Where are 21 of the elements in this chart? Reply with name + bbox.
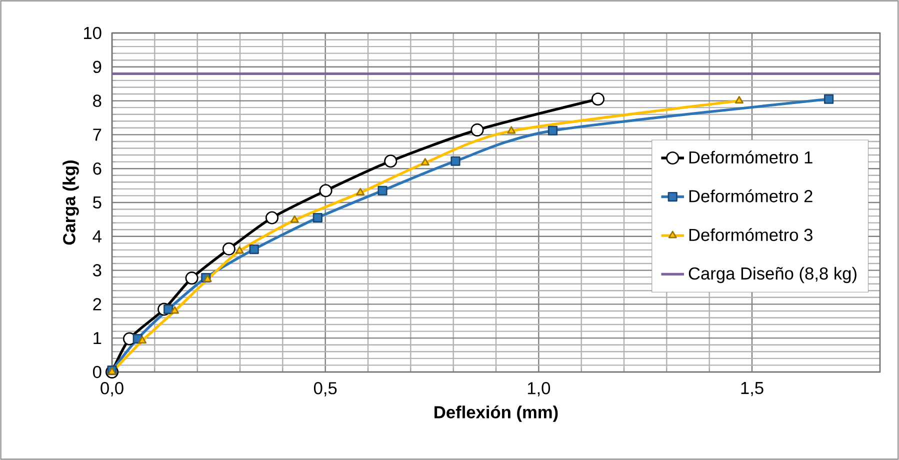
- y-tick-label: 8: [93, 94, 102, 107]
- y-tick-label: 5: [93, 196, 102, 209]
- y-tick-label: 9: [93, 60, 102, 74]
- y-axis-title: Carga (kg): [62, 160, 79, 245]
- y-tick-label: 4: [92, 230, 102, 242]
- y-tick-label: 0: [93, 366, 102, 378]
- y-tick-label: 2: [93, 298, 102, 310]
- x-tick-label: 1,5: [741, 382, 764, 396]
- y-tick-label: 3: [93, 264, 102, 276]
- legend-label: Deformómetro 1: [689, 150, 812, 164]
- y-tick-label: 6: [93, 162, 102, 175]
- legend-label: Carga Diseño (8,8 kg): [688, 266, 856, 284]
- y-tick-label: 10: [84, 26, 102, 40]
- legend-label: Deformómetro 2: [689, 189, 812, 202]
- x-tick-label: 0,5: [314, 382, 337, 396]
- x-tick-label: 0,0: [100, 382, 124, 396]
- x-tick-label: 1,0: [528, 382, 550, 396]
- legend-label: Deformómetro 3: [689, 228, 812, 242]
- y-tick-label: 7: [93, 128, 102, 141]
- y-tick-label: 1: [94, 332, 102, 344]
- x-axis-title: Deflexión (mm): [434, 406, 558, 422]
